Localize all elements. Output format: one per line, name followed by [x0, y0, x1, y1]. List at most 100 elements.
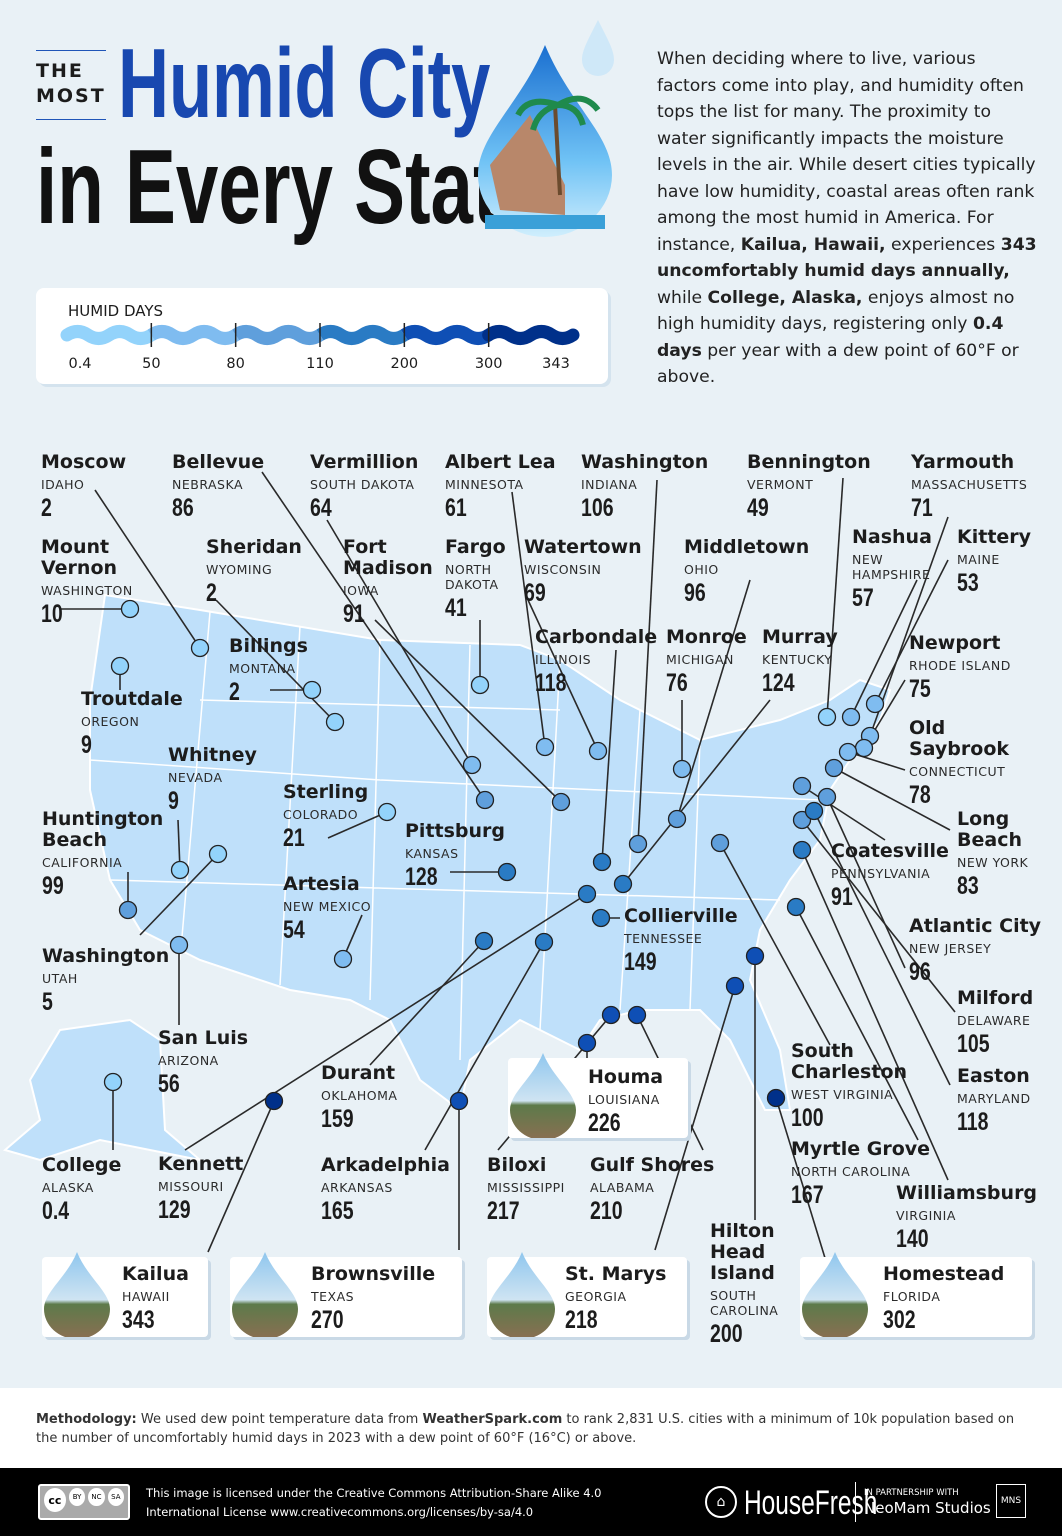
humid-days-value: 124	[762, 669, 795, 697]
legend-segment	[400, 325, 493, 345]
city-marker	[841, 707, 861, 727]
legend-segment	[60, 325, 158, 345]
state-name: VERMONT	[747, 477, 814, 492]
city-name: Murray	[762, 626, 838, 648]
intro-text: enjoys almost no high humidity days, reg…	[657, 287, 1015, 335]
city-photo-drop	[232, 1252, 298, 1337]
city-marker	[264, 1091, 284, 1111]
state-name: NEW YORK	[957, 855, 1029, 870]
legend-tick-label: 50	[142, 356, 161, 372]
leader-line	[369, 940, 485, 1066]
humid-days-value: 61	[445, 494, 467, 522]
city-name: South Charleston	[791, 1040, 908, 1083]
humid-days-value: 149	[624, 948, 657, 976]
humid-days-value: 9	[81, 731, 92, 759]
city-marker	[672, 759, 692, 779]
city-marker	[208, 844, 228, 864]
humid-days-value: 75	[909, 675, 931, 703]
leader-line	[215, 599, 336, 723]
city-marker	[627, 1005, 647, 1025]
city-marker	[120, 599, 140, 619]
leader-line	[374, 619, 562, 803]
intro-text: per year with a dew point of 60°F or abo…	[657, 340, 1019, 388]
city-name: Homestead	[883, 1263, 1005, 1285]
leader-line	[622, 699, 771, 885]
state-name: NEVADA	[168, 770, 223, 785]
humid-days-value: 105	[957, 1030, 990, 1058]
city-name: Easton	[957, 1065, 1030, 1087]
state-name: TENNESSEE	[624, 931, 703, 946]
city-name: College	[42, 1154, 122, 1176]
city-marker	[865, 694, 885, 714]
state-name: ARIZONA	[158, 1053, 219, 1068]
city-label: Coatesville PENNSYLVANIA 91	[831, 841, 949, 910]
humid-days-value: 302	[883, 1306, 916, 1334]
humid-days-value: 100	[791, 1104, 824, 1132]
city-name: Pittsburg	[405, 820, 506, 842]
city-marker	[118, 900, 138, 920]
city-marker	[377, 802, 397, 822]
city-marker	[817, 707, 837, 727]
legend-tick-label: 110	[306, 356, 334, 372]
humid-days-value: 210	[590, 1197, 623, 1225]
city-label: Old Saybrook CONNECTICUT 78	[909, 718, 1019, 808]
footer: cc BY NC SA This image is licensed under…	[0, 1468, 1062, 1536]
city-name: Gulf Shores	[590, 1154, 715, 1176]
state-name: SOUTH DAKOTA	[310, 477, 415, 492]
humid-days-value: 10	[41, 600, 63, 628]
state-name: IOWA	[343, 583, 379, 598]
city-label: Hilton Head Island SOUTH CAROLINA 200	[710, 1221, 860, 1347]
city-label: Easton MARYLAND 118	[957, 1066, 1031, 1135]
city-label: Milford DELAWARE 105	[957, 988, 1033, 1057]
humid-days-value: 99	[42, 872, 64, 900]
leader-line	[676, 579, 751, 820]
city-label: Artesia NEW MEXICO 54	[283, 874, 371, 943]
featured-city-card	[800, 1252, 1032, 1337]
state-name: MISSOURI	[158, 1179, 224, 1194]
city-name: Bellevue	[172, 451, 265, 473]
city-label: College ALASKA 0.4	[42, 1155, 121, 1224]
city-name: San Luis	[158, 1027, 249, 1049]
humid-days-value: 91	[831, 883, 853, 911]
city-marker	[170, 860, 190, 880]
city-marker	[449, 1091, 469, 1111]
leader-line	[826, 477, 844, 718]
city-label: Washington UTAH 5	[42, 946, 169, 1015]
state-name: FLORIDA	[883, 1289, 941, 1304]
city-marker	[601, 1005, 621, 1025]
city-name: Fargo	[445, 536, 506, 558]
state-name: MICHIGAN	[666, 652, 734, 667]
title-line-2: in Every State	[36, 128, 541, 246]
state-name: OREGON	[81, 714, 140, 729]
cc-license-badge[interactable]: cc BY NC SA	[38, 1484, 130, 1520]
legend-tick-label: 200	[390, 356, 419, 372]
city-marker	[838, 742, 858, 762]
featured-city-card	[508, 1053, 688, 1138]
city-marker	[577, 1033, 597, 1053]
city-marker	[766, 1088, 786, 1108]
city-label: Huntington Beach CALIFORNIA 99	[42, 809, 192, 899]
city-name: Sheridan	[206, 536, 302, 558]
city-photo-drop	[44, 1252, 110, 1337]
state-name: MISSISSIPPI	[487, 1180, 565, 1195]
humid-days-value: 106	[581, 494, 614, 522]
city-marker	[817, 787, 837, 807]
city-photo-drop	[802, 1252, 868, 1337]
city-marker	[462, 755, 482, 775]
methodology-text: We used dew point temperature data from	[136, 1412, 423, 1427]
city-marker	[854, 738, 874, 758]
city-label: Sheridan WYOMING 2	[206, 537, 302, 606]
source-link[interactable]: WeatherSpark.com	[422, 1412, 563, 1427]
neomam-logo-icon: MNS	[996, 1484, 1026, 1518]
legend-segment	[316, 325, 408, 345]
state-name: LOUISIANA	[588, 1092, 660, 1107]
city-label: St. Marys GEORGIA 218	[565, 1264, 666, 1333]
city-marker	[470, 675, 490, 695]
state-name: NEW MEXICO	[283, 899, 372, 914]
city-label: Myrtle Grove NORTH CAROLINA 167	[791, 1139, 941, 1208]
leader-line	[139, 853, 219, 936]
methodology-label: Methodology:	[36, 1412, 137, 1427]
city-name: Carbondale	[535, 626, 658, 648]
license-text-2[interactable]: International License www.creativecommon…	[146, 1505, 534, 1519]
leader-line	[874, 559, 949, 705]
